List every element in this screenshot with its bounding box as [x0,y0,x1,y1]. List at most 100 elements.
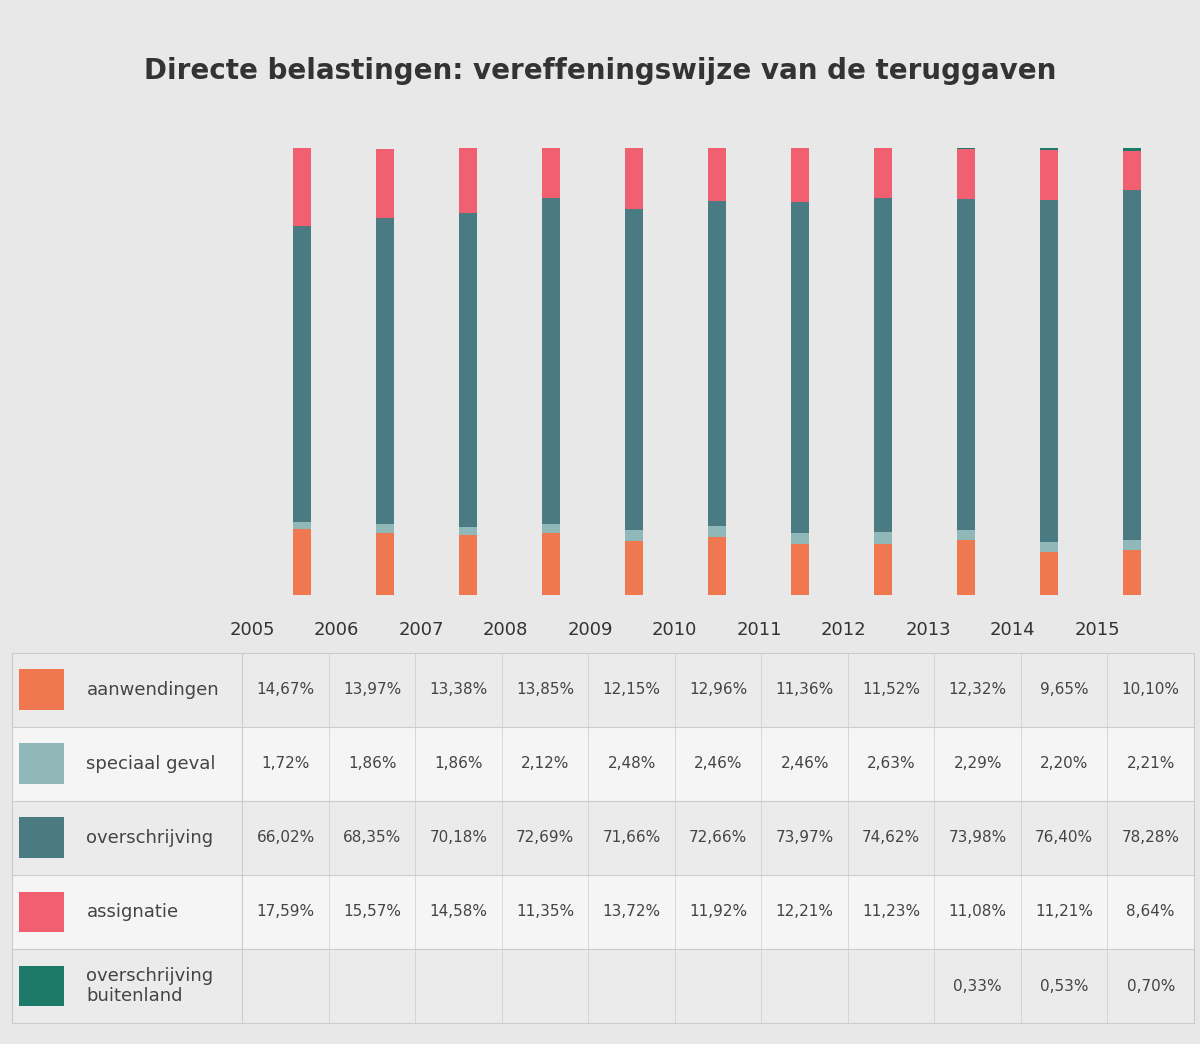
Text: 72,66%: 72,66% [689,830,748,846]
Bar [376,148,394,218]
Bar [376,218,394,524]
Bar [376,524,394,532]
Text: 71,66%: 71,66% [602,830,661,846]
Text: 66,02%: 66,02% [257,830,314,846]
Bar [791,544,809,595]
Bar [19,743,64,784]
Bar [1040,552,1058,595]
Text: 78,28%: 78,28% [1122,830,1180,846]
Text: 11,92%: 11,92% [689,904,748,920]
Bar [874,544,893,595]
Text: 0,53%: 0,53% [1040,978,1088,994]
Text: 10,10%: 10,10% [1122,682,1180,697]
Text: 14,67%: 14,67% [257,682,314,697]
Bar [874,198,893,531]
Text: 73,97%: 73,97% [775,830,834,846]
Text: overschrijving: overschrijving [86,829,214,847]
Text: 72,69%: 72,69% [516,830,575,846]
Bar [1123,190,1141,540]
Text: 11,35%: 11,35% [516,904,575,920]
Bar [458,536,478,595]
Bar [541,198,560,524]
Text: 12,32%: 12,32% [949,682,1007,697]
Text: Directe belastingen: vereffeningswijze van de teruggaven: Directe belastingen: vereffeningswijze v… [144,57,1056,86]
Bar [625,209,643,529]
Text: 1,72%: 1,72% [262,756,310,772]
Text: 2013: 2013 [906,621,952,639]
Text: 2,48%: 2,48% [607,756,656,772]
Bar [625,529,643,541]
Text: 1,86%: 1,86% [434,756,482,772]
Text: 2015: 2015 [1075,621,1121,639]
Text: 9,65%: 9,65% [1040,682,1088,697]
Bar [19,669,64,710]
Text: 2,21%: 2,21% [1127,756,1175,772]
Bar [956,198,976,529]
Bar [1040,147,1058,150]
Bar [12,652,1194,727]
Bar [293,147,311,227]
Text: 11,21%: 11,21% [1036,904,1093,920]
Bar [19,817,64,858]
Text: 12,21%: 12,21% [775,904,834,920]
Text: 11,52%: 11,52% [863,682,920,697]
Text: aanwendingen: aanwendingen [86,681,220,698]
Text: assignatie: assignatie [86,903,179,921]
Text: 2009: 2009 [568,621,613,639]
Bar [458,147,478,213]
Bar [956,529,976,540]
Text: speciaal geval: speciaal geval [86,755,216,773]
Text: 70,18%: 70,18% [430,830,487,846]
Bar [956,147,976,149]
Bar [708,147,726,201]
Text: 2012: 2012 [821,621,866,639]
Bar [12,727,1194,801]
Bar [874,531,893,544]
Text: 2,46%: 2,46% [780,756,829,772]
Bar [625,541,643,595]
Bar [458,213,478,527]
Bar [1123,540,1141,550]
Text: 11,08%: 11,08% [949,904,1007,920]
Bar [708,526,726,537]
Bar [956,540,976,595]
Text: 2005: 2005 [229,621,275,639]
Text: 11,23%: 11,23% [862,904,920,920]
Text: 13,38%: 13,38% [430,682,488,697]
Bar [708,201,726,526]
Text: 13,85%: 13,85% [516,682,575,697]
Bar [541,524,560,533]
Text: 2008: 2008 [482,621,528,639]
Text: 2007: 2007 [398,621,444,639]
Bar [791,203,809,533]
Bar [1123,151,1141,190]
Text: 74,62%: 74,62% [862,830,920,846]
Text: 0,33%: 0,33% [954,978,1002,994]
Bar [12,949,1194,1023]
Text: 2011: 2011 [737,621,782,639]
Bar [12,801,1194,875]
Text: 13,97%: 13,97% [343,682,401,697]
Text: 17,59%: 17,59% [257,904,314,920]
Text: 15,57%: 15,57% [343,904,401,920]
Bar [956,149,976,198]
Text: 12,15%: 12,15% [602,682,661,697]
Bar [19,892,64,932]
Text: 14,58%: 14,58% [430,904,487,920]
Bar [1040,542,1058,552]
Bar [458,527,478,536]
Bar [293,529,311,595]
Bar [874,147,893,198]
Text: 2014: 2014 [990,621,1036,639]
Text: 2,12%: 2,12% [521,756,570,772]
Text: 2010: 2010 [652,621,697,639]
Bar [708,537,726,595]
Bar [1040,150,1058,200]
Text: 8,64%: 8,64% [1127,904,1175,920]
Text: 12,96%: 12,96% [689,682,748,697]
Bar [1040,200,1058,542]
Bar [1123,550,1141,595]
Bar [791,147,809,203]
Bar [625,147,643,209]
Text: 2006: 2006 [314,621,359,639]
